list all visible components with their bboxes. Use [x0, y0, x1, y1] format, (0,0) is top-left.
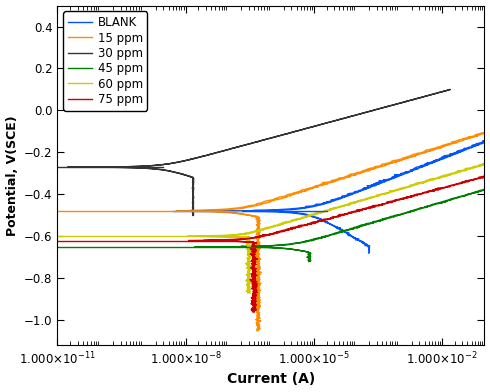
- 60 ppm: [247, 290, 253, 295]
- 45 ppm: [366, 222, 371, 227]
- 15 ppm: [256, 280, 262, 285]
- BLANK: [366, 245, 371, 249]
- Y-axis label: Potential, V(SCE): Potential, V(SCE): [5, 115, 19, 236]
- 60 ppm: [245, 290, 251, 295]
- 30 ppm: [364, 110, 369, 114]
- BLANK: [366, 251, 372, 256]
- 15 ppm: [461, 138, 466, 142]
- 30 ppm: [217, 149, 223, 154]
- X-axis label: Current (A): Current (A): [227, 372, 315, 387]
- Line: 75 ppm: 75 ppm: [189, 100, 490, 312]
- 75 ppm: [250, 285, 256, 290]
- 15 ppm: [254, 296, 260, 301]
- 30 ppm: [190, 213, 196, 218]
- Line: 60 ppm: 60 ppm: [188, 56, 490, 293]
- 60 ppm: [245, 263, 251, 268]
- 15 ppm: [254, 328, 260, 333]
- 30 ppm: [349, 114, 355, 118]
- Line: 15 ppm: 15 ppm: [176, 56, 490, 331]
- 30 ppm: [190, 181, 196, 186]
- Line: 30 ppm: 30 ppm: [68, 89, 450, 215]
- 45 ppm: [306, 259, 312, 264]
- 60 ppm: [245, 249, 250, 253]
- 75 ppm: [249, 272, 255, 277]
- BLANK: [302, 212, 308, 217]
- 75 ppm: [250, 310, 256, 314]
- BLANK: [335, 226, 341, 230]
- Line: 45 ppm: 45 ppm: [195, 52, 490, 261]
- Line: BLANK: BLANK: [181, 37, 490, 253]
- 45 ppm: [320, 235, 326, 240]
- 15 ppm: [438, 145, 444, 150]
- 45 ppm: [306, 259, 312, 264]
- 15 ppm: [255, 328, 261, 333]
- 30 ppm: [447, 87, 453, 92]
- 75 ppm: [481, 174, 487, 179]
- Legend: BLANK, 15 ppm, 30 ppm, 45 ppm, 60 ppm, 75 ppm: BLANK, 15 ppm, 30 ppm, 45 ppm, 60 ppm, 7…: [63, 11, 147, 111]
- 30 ppm: [285, 131, 291, 136]
- 30 ppm: [190, 188, 196, 192]
- 75 ppm: [251, 310, 257, 314]
- 15 ppm: [412, 153, 417, 158]
- 30 ppm: [191, 213, 196, 218]
